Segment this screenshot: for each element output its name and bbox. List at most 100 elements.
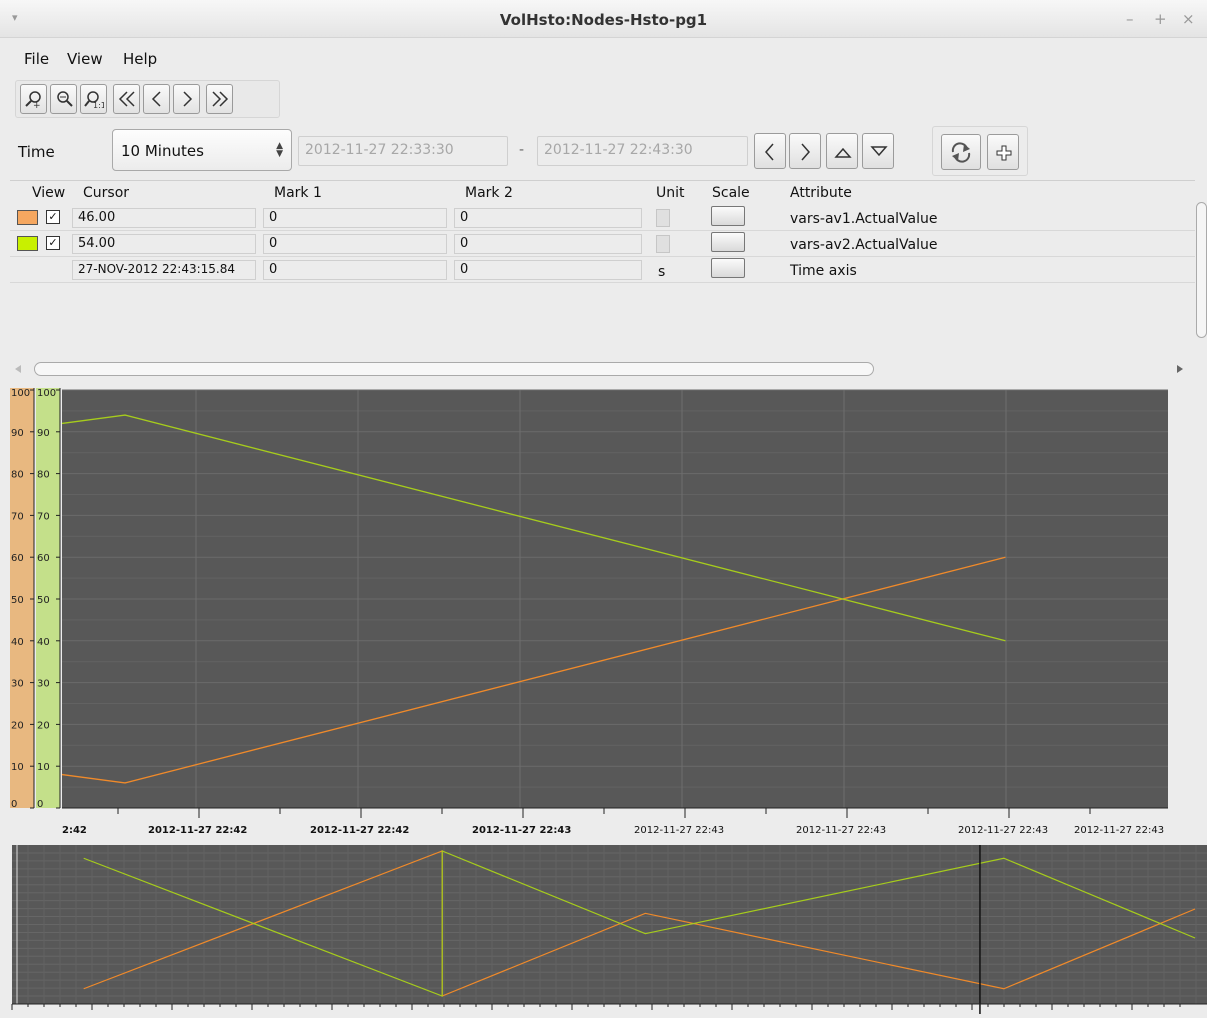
zoom-out-icon [57, 91, 73, 107]
trend-chart[interactable]: 0 10 20 30 40 50 60 70 80 90 100 0 10 20 30 40 50 60 70 80… [0, 380, 1207, 1014]
time-next-button[interactable] [789, 133, 821, 169]
start-time-field[interactable]: 2012-11-27 22:33:30 [298, 136, 508, 166]
y-tick-label: 100 [37, 388, 56, 399]
table-row: ✓ 54.00 0 0 vars-av2.ActualValue [10, 231, 1195, 257]
zoom-reset-button[interactable]: 1:1 [80, 84, 107, 114]
mark1-value: 0 [263, 260, 447, 280]
time-range-select[interactable]: 10 Minutes ▲ ▼ [112, 129, 292, 171]
x-tick-label: 2012-11-27 22:42 [310, 825, 409, 836]
curve-color-swatch[interactable] [17, 236, 38, 251]
zoom-in-icon: + [25, 91, 41, 109]
window-title: VolHsto:Nodes-Hsto-pg1 [499, 11, 708, 29]
y-tick-label: 60 [37, 553, 50, 564]
x-tick-label: 2012-11-27 22:43 [634, 825, 724, 836]
y-tick-label: 10 [11, 762, 24, 773]
menu-file[interactable]: File [24, 50, 49, 68]
triangle-up-icon [834, 147, 852, 158]
update-button[interactable] [941, 134, 981, 170]
zoom-out-button[interactable] [50, 84, 77, 114]
chevron-right-icon [183, 91, 193, 107]
time-down-button[interactable] [862, 133, 894, 169]
zoom-in-button[interactable]: + [20, 84, 47, 114]
attribute-name: vars-av2.ActualValue [790, 237, 938, 253]
x-tick-label: 2012-11-27 22:43 [472, 825, 571, 836]
last-page-button[interactable] [206, 84, 233, 114]
scale-button[interactable] [711, 258, 745, 278]
y-axis-vars-av1[interactable]: 0 10 20 30 40 50 60 70 80 90 100 [10, 388, 35, 810]
window-menu-icon[interactable]: ▾ [12, 11, 18, 24]
mark2-value: 0 [454, 208, 642, 228]
col-header-unit: Unit [656, 185, 685, 201]
y-tick-label: 20 [37, 720, 50, 731]
table-row: 27-NOV-2012 22:43:15.84 0 0 s Time axis [10, 257, 1195, 283]
menu-help[interactable]: Help [123, 50, 157, 68]
y-tick-label: 80 [37, 470, 50, 481]
menu-view[interactable]: View [67, 50, 103, 68]
refresh-icon [951, 142, 971, 163]
col-header-cursor: Cursor [83, 185, 130, 201]
scale-button[interactable] [711, 232, 745, 252]
y-tick-label: 40 [37, 637, 50, 648]
col-header-view: View [32, 185, 66, 201]
scroll-right-icon[interactable] [1174, 361, 1186, 377]
y-tick-label: 50 [11, 595, 24, 606]
x-tick-label: 2012-11-27 22:43 [958, 825, 1048, 836]
scroll-left-icon[interactable] [12, 361, 24, 377]
time-up-button[interactable] [826, 133, 858, 169]
y-tick-label: 20 [11, 720, 24, 731]
curve-color-swatch[interactable] [17, 210, 38, 225]
col-header-mark1: Mark 1 [274, 185, 322, 201]
window-titlebar: ▾ VolHsto:Nodes-Hsto-pg1 – + × [0, 0, 1207, 38]
spinner-arrows-icon: ▲ ▼ [276, 141, 283, 159]
y-tick-label: 30 [37, 679, 50, 690]
view-checkbox[interactable]: ✓ [46, 236, 60, 250]
series-lines [61, 414, 1006, 784]
svg-text:+: + [33, 101, 41, 109]
chevron-left-icon [151, 91, 161, 107]
minimize-button[interactable]: – [1126, 10, 1134, 28]
menu-view-label: View [67, 50, 103, 68]
time-previous-button[interactable] [754, 133, 786, 169]
y-axis-band-av2 [36, 388, 60, 808]
toolbar: + 1:1 [15, 80, 280, 118]
mark1-value: 0 [263, 208, 447, 228]
attribute-name: Time axis [790, 263, 857, 279]
y-axis-band-av1 [10, 388, 34, 808]
col-header-attribute: Attribute [790, 185, 852, 201]
triangle-down-icon [870, 146, 888, 157]
unit-field [656, 209, 670, 227]
y-tick-label: 50 [37, 595, 50, 606]
unit-value: s [658, 264, 666, 280]
scale-button[interactable] [711, 206, 745, 226]
first-page-button[interactable] [113, 84, 140, 114]
next-button[interactable] [173, 84, 200, 114]
col-header-mark2: Mark 2 [465, 185, 513, 201]
maximize-button[interactable]: + [1154, 10, 1167, 28]
add-button[interactable] [987, 134, 1019, 170]
x-tick-label: 2012-11-27 22:43 [1074, 825, 1164, 836]
end-time-field[interactable]: 2012-11-27 22:43:30 [537, 136, 748, 166]
y-tick-label: 80 [11, 470, 24, 481]
series-line-vars-av2.ActualValue [61, 414, 1006, 642]
close-button[interactable]: × [1182, 10, 1195, 28]
horizontal-scrollbar[interactable] [12, 360, 1195, 376]
time-range-value: 10 Minutes [121, 142, 204, 160]
y-tick-label: 10 [37, 762, 50, 773]
scrollbar-thumb[interactable] [34, 362, 874, 376]
y-tick-label: 40 [11, 637, 24, 648]
time-label: Time [18, 143, 55, 161]
toolbar-group [932, 126, 1028, 176]
previous-button[interactable] [143, 84, 170, 114]
x-axis: 2:42 2012-11-27 22:42 2012-11-27 22:42 2012… [62, 807, 1168, 836]
y-axis-vars-av2[interactable]: 0 10 20 30 40 50 60 70 80 90 100 [36, 388, 61, 810]
double-chevron-left-icon [118, 91, 135, 107]
scrollbar-thumb[interactable] [1196, 202, 1207, 338]
chevron-right-icon [801, 143, 810, 161]
y-tick-label: 90 [37, 428, 50, 439]
vertical-scrollbar[interactable] [1195, 180, 1207, 358]
menubar: File View Help [0, 45, 1207, 73]
y-tick-label: 0 [11, 799, 17, 810]
view-checkbox[interactable]: ✓ [46, 210, 60, 224]
overview-axis [11, 1003, 1207, 1010]
mark1-value: 0 [263, 234, 447, 254]
